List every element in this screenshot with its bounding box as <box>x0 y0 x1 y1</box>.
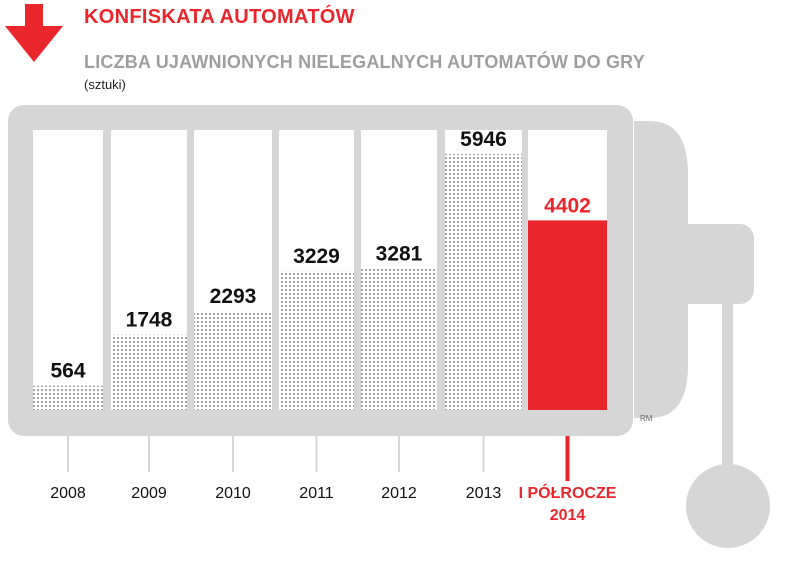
value-label: 4402 <box>544 194 591 217</box>
category-connector <box>232 436 234 472</box>
bar-2008 <box>33 385 103 410</box>
value-label: 5946 <box>460 128 507 151</box>
category-label: 2013 <box>466 485 502 502</box>
bar-2009 <box>111 334 187 410</box>
category-connector <box>315 436 318 472</box>
category-label: 2011 <box>299 485 334 502</box>
category-connector <box>67 436 69 472</box>
category-connector <box>482 436 485 472</box>
category-connector <box>398 436 400 472</box>
category-label: 2008 <box>50 485 86 502</box>
value-label: 564 <box>50 360 85 383</box>
bar-2012 <box>361 268 437 410</box>
value-label: 3281 <box>376 243 423 266</box>
reel-window <box>33 130 103 410</box>
value-label: 1748 <box>126 309 173 332</box>
machine-lever-socket <box>676 224 754 304</box>
unit-label: (sztuki) <box>84 77 126 92</box>
category-label: 2010 <box>215 485 251 502</box>
bar-2011 <box>279 270 354 410</box>
value-label: 2293 <box>210 285 257 308</box>
category-label: 2012 <box>381 485 417 502</box>
arrow-down-icon <box>5 4 63 62</box>
category-connector <box>148 436 150 472</box>
machine-lever-knob <box>686 464 770 548</box>
bar-2010 <box>194 311 272 410</box>
category-label: 2009 <box>131 485 167 502</box>
category-connector <box>565 436 570 481</box>
category-label: 2014 <box>550 507 586 524</box>
value-label: 3229 <box>293 245 340 268</box>
machine-side-panel <box>634 121 688 418</box>
category-label: I PÓŁROCZE <box>519 483 617 502</box>
chart-title: KONFISKATA AUTOMATÓW <box>84 6 355 28</box>
chart-subtitle: LICZBA UJAWNIONYCH NIELEGALNYCH AUTOMATÓ… <box>84 52 645 72</box>
author-signature: RM <box>640 414 653 423</box>
bar-i-p-rocze-2014 <box>528 220 607 410</box>
bar-2013 <box>445 153 522 410</box>
machine-lever-rod <box>722 300 733 470</box>
